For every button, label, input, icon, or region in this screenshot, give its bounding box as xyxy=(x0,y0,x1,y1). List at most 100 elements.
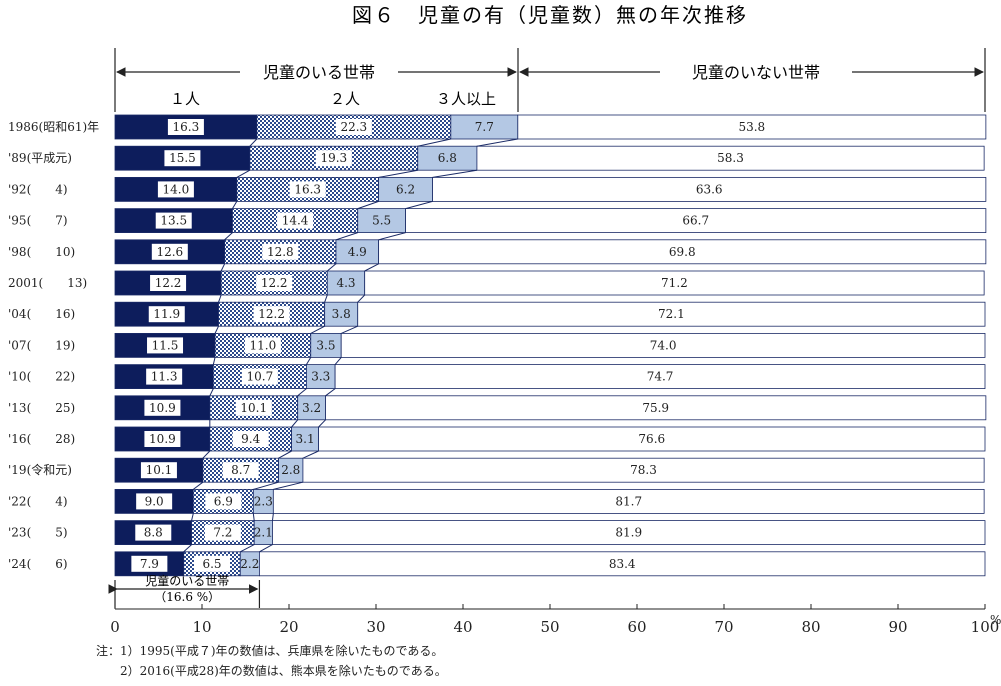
connector-line xyxy=(278,450,292,459)
connector-line xyxy=(212,357,216,365)
value-label: 71.2 xyxy=(661,276,688,290)
connector-line xyxy=(405,200,433,210)
connector-line xyxy=(236,169,251,178)
value-label-box xyxy=(232,431,269,447)
value-label: 7.7 xyxy=(475,120,494,134)
category-label: '16( 28) xyxy=(8,432,75,446)
value-label-box xyxy=(241,368,278,385)
value-label: 10.7 xyxy=(246,370,273,384)
connector-line xyxy=(302,450,319,459)
value-label: 75.9 xyxy=(642,401,669,415)
bar-no-children xyxy=(272,520,986,545)
value-label: 12.8 xyxy=(267,245,294,259)
value-label: 10.1 xyxy=(240,401,267,415)
category-label: '98( 10) xyxy=(8,245,75,259)
value-label-box xyxy=(277,212,314,229)
value-label: 53.8 xyxy=(738,120,765,134)
value-label-box xyxy=(140,462,177,479)
bar-no-children xyxy=(364,270,985,296)
value-label: 14.4 xyxy=(282,214,309,228)
connector-line xyxy=(273,481,304,490)
value-label-box xyxy=(151,243,188,260)
value-label: 74.7 xyxy=(647,370,674,384)
x-axis: 0 10 20 30 40 50 60 70 80 90 100% xyxy=(110,604,1001,636)
connector-line xyxy=(214,325,219,334)
bar-no-children xyxy=(325,395,987,421)
bottom-annotation: 児童のいる世帯 （16.6 %） xyxy=(108,573,261,608)
value-label-box xyxy=(144,431,181,447)
value-label: 6.8 xyxy=(438,151,457,165)
connector-line xyxy=(259,544,273,553)
connector-line xyxy=(335,232,358,241)
category-label: '23( 5) xyxy=(8,526,68,540)
bottom-annotation-label: 児童のいる世帯 xyxy=(145,573,229,588)
value-label: 7.2 xyxy=(213,526,232,540)
bar-no-children xyxy=(272,488,985,514)
value-label: 11.5 xyxy=(152,338,179,352)
value-label-box xyxy=(150,275,187,291)
category-label: '13( 25) xyxy=(8,401,75,415)
x-tick-label: 20 xyxy=(279,618,298,636)
value-label: 16.3 xyxy=(173,120,200,134)
value-label-box xyxy=(155,212,192,229)
value-label: 8.8 xyxy=(144,526,163,540)
bar-three-plus xyxy=(305,364,336,390)
value-label: 6.9 xyxy=(214,494,233,508)
value-label: 66.7 xyxy=(682,214,709,228)
value-label-box xyxy=(164,150,201,167)
connector-line xyxy=(253,481,279,490)
category-label: 1986(昭和61)年 xyxy=(8,120,99,134)
value-label-box xyxy=(335,119,372,135)
value-label-box xyxy=(148,306,185,323)
value-label-box xyxy=(205,493,242,510)
value-label: 63.6 xyxy=(696,182,723,196)
connector-line xyxy=(325,388,336,397)
connector-line xyxy=(357,294,366,303)
value-label-box xyxy=(146,368,183,385)
value-label: 14.0 xyxy=(163,182,190,196)
value-label: 10.9 xyxy=(149,401,176,415)
bar-three-plus xyxy=(324,301,359,327)
value-label: 10.1 xyxy=(146,463,173,477)
bar-three-plus xyxy=(357,208,406,234)
value-label: 19.3 xyxy=(320,151,347,165)
value-label: 72.1 xyxy=(658,307,685,321)
value-label: 7.9 xyxy=(140,557,159,571)
value-label: 6.2 xyxy=(396,182,415,196)
value-label: 83.4 xyxy=(609,557,636,571)
value-label-box xyxy=(244,337,281,354)
x-tick-label: 80 xyxy=(801,618,820,636)
category-label: '24( 6) xyxy=(8,557,68,571)
value-label-box xyxy=(256,275,293,291)
connector-line xyxy=(271,513,274,521)
value-label: 9.0 xyxy=(145,494,164,508)
connector-line xyxy=(202,450,211,459)
category-label: '95( 7) xyxy=(8,214,68,228)
connector-line xyxy=(324,294,328,303)
connector-line xyxy=(417,138,451,147)
y-axis-labels: 1986(昭和61)年 '89(平成元) '92( 4) '95( 7) '98( 10… xyxy=(8,120,99,571)
connector-line xyxy=(341,325,358,334)
x-tick-label: 60 xyxy=(627,618,646,636)
value-label: 11.0 xyxy=(250,338,277,352)
connector-line xyxy=(232,201,238,209)
x-tick-label: 0 xyxy=(110,618,120,636)
bar-no-children xyxy=(259,551,986,577)
connector-line xyxy=(364,263,379,272)
bar-three-plus xyxy=(310,332,342,358)
value-label: 3.3 xyxy=(311,370,330,384)
value-label: 16.3 xyxy=(294,182,321,196)
value-label-box xyxy=(315,150,352,167)
bar-three-plus xyxy=(291,426,319,452)
value-label-box xyxy=(144,399,181,416)
value-label: 74.0 xyxy=(650,338,677,352)
connector-line xyxy=(326,263,337,272)
category-label: '07( 19) xyxy=(8,338,75,352)
connector-line xyxy=(310,325,325,334)
footnote-2: 2）2016(平成28)年の数値は、熊本県を除いたものである。 xyxy=(96,664,447,678)
connector-line xyxy=(297,388,307,397)
category-label: '04( 16) xyxy=(8,307,75,321)
category-label: '19(令和元) xyxy=(8,462,72,477)
bar-three-plus xyxy=(326,270,366,296)
value-label: 12.2 xyxy=(155,276,182,290)
